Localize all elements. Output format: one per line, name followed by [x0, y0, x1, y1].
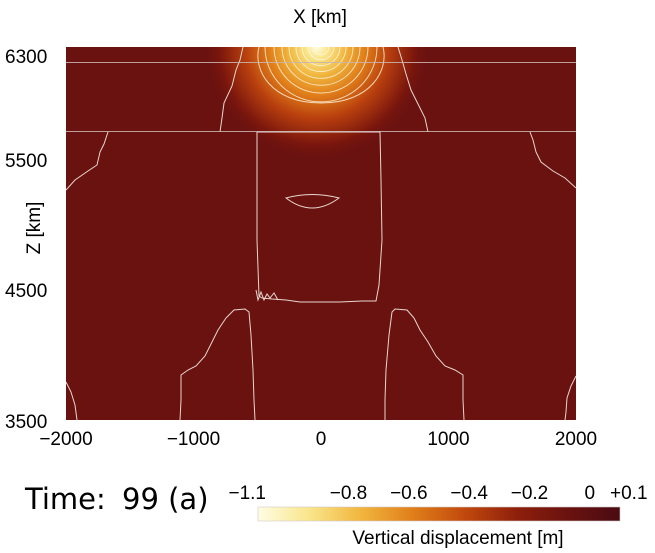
colorbar-ticks: −1.1 −0.8 −0.6 −0.4 −0.2 0 +0.1 [228, 483, 647, 504]
contour-ring [264, 47, 378, 103]
contour-ring [307, 47, 335, 61]
contour-ring [295, 47, 347, 72]
contour-mid-left [66, 131, 109, 191]
contour-ring [281, 47, 361, 86]
contour-ring [312, 47, 330, 56]
y-tick-label: 3500 [5, 412, 47, 433]
colorbar-tick-label: 0 [585, 483, 596, 504]
x-tick-label: 1000 [427, 429, 469, 450]
contour-lower-right-outer [413, 317, 465, 420]
contour-lower-left-inner [225, 308, 256, 420]
y-tick-label: 6300 [5, 47, 47, 68]
contour-inner-block [256, 131, 383, 303]
time-value: 99 (a) [122, 482, 209, 516]
contour-lines [66, 47, 576, 420]
x-tick-label: 0 [316, 429, 327, 450]
contour-block-jagged [255, 289, 279, 302]
x-tick-label: 2000 [555, 429, 597, 450]
colorbar-gradient [257, 506, 621, 522]
contour-lower-right-inner [384, 308, 415, 420]
colorbar-tick-label: −1.1 [228, 483, 266, 504]
colorbar: −1.1 −0.8 −0.6 −0.4 −0.2 0 +0.1 Vertical displ… [228, 483, 647, 549]
colorbar-tick-label: −0.8 [330, 483, 368, 504]
y-tick-labels: 3500 4500 5500 6300 [5, 47, 47, 433]
contour-bottom-left-corner [66, 381, 78, 420]
x-tick-label: −1000 [167, 429, 220, 450]
contour-lower-left-outer [179, 317, 227, 420]
time-label: Time: [24, 482, 106, 516]
contour-ring [288, 47, 354, 79]
contour-lens [284, 194, 341, 209]
contour-ring [273, 47, 369, 94]
layer-interfaces [66, 62, 576, 132]
contour-bottom-right-corner [564, 375, 576, 420]
y-tick-label: 4500 [5, 281, 47, 302]
contour-top-right [397, 47, 429, 133]
contour-ring-outer [257, 47, 385, 104]
colorbar-tick-label: −0.4 [450, 483, 488, 504]
colorbar-label: Vertical displacement [m] [352, 528, 563, 549]
x-tick-labels: −2000 −1000 0 1000 2000 [39, 429, 597, 450]
contour-rings [257, 47, 385, 104]
y-tick-label: 5500 [5, 151, 47, 172]
anomaly-hotspot [66, 47, 576, 420]
y-axis-label: Z [km] [24, 202, 45, 255]
contour-mid-right [529, 131, 576, 189]
contour-top-left [219, 47, 244, 133]
colorbar-tick-label: −0.2 [511, 483, 549, 504]
colorbar-tick-label: −0.6 [390, 483, 428, 504]
x-axis-label: X [km] [293, 7, 347, 28]
plot-area [66, 47, 576, 420]
colorbar-tick-label: +0.1 [610, 483, 648, 504]
contour-ring [301, 47, 341, 67]
x-tick-label: −2000 [39, 429, 92, 450]
